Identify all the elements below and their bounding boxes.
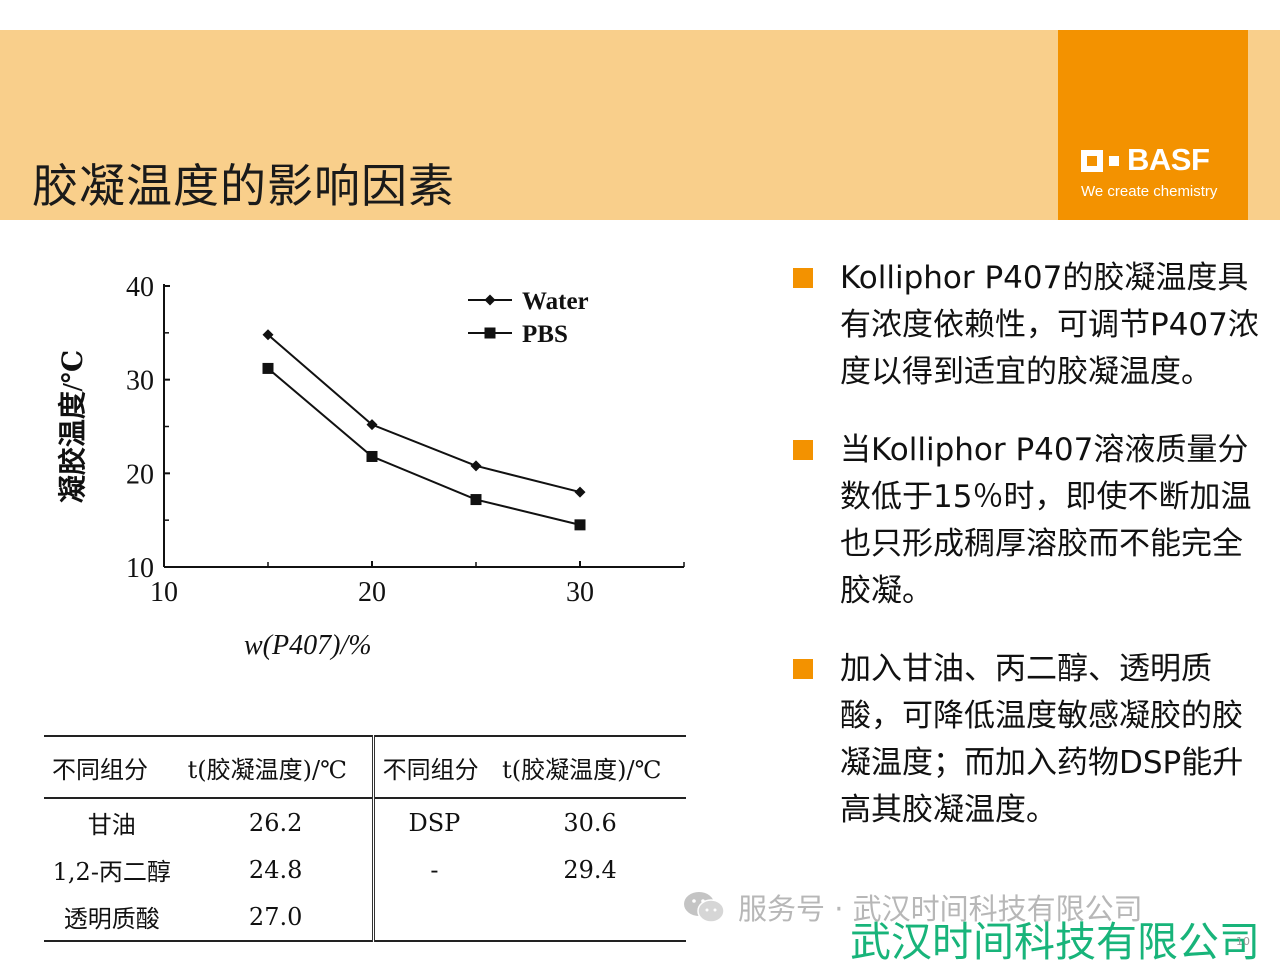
- data-point-water: [262, 329, 274, 341]
- table-header-row: 不同组分 t(胶凝温度)/℃ 不同组分 t(胶凝温度)/℃: [44, 736, 686, 799]
- legend-label: PBS: [522, 321, 568, 348]
- watermark-small-text: 服务号 · 武汉时间科技有限公司: [738, 892, 1143, 926]
- y-axis-label: 凝胶温度/℃: [56, 350, 89, 503]
- y-tick-label: 20: [126, 459, 154, 490]
- bullet-item: 加入甘油、丙二醇、透明质酸，可降低温度敏感凝胶的胶凝温度；而加入药物DSP能升高…: [793, 646, 1273, 834]
- bullet-item: 当Kolliphor P407溶液质量分数低于15％时，即使不断加温也只形成稠厚…: [793, 427, 1273, 615]
- bullet-list: Kolliphor P407的胶凝温度具有浓度依赖性，可调节P407浓度以得到适…: [793, 255, 1273, 865]
- table-cell: 24.8: [248, 855, 303, 884]
- x-tick-label: 30: [566, 577, 594, 608]
- table-cell: 26.2: [248, 808, 303, 837]
- y-tick-label: 10: [126, 553, 154, 584]
- data-point-water: [574, 486, 586, 498]
- table-cell: 29.4: [563, 855, 617, 884]
- logo-dot-icon: [1109, 156, 1119, 166]
- logo-tagline: We create chemistry: [1081, 183, 1218, 200]
- table-cell: 1,2-丙二醇: [52, 858, 171, 886]
- page-number: 10: [1236, 935, 1250, 948]
- bullet-square-icon: [793, 440, 813, 460]
- bullet-item: Kolliphor P407的胶凝温度具有浓度依赖性，可调节P407浓度以得到适…: [793, 255, 1273, 396]
- x-tick-label: 10: [150, 577, 178, 608]
- x-axis-label: w(P407)/%: [244, 630, 372, 661]
- series-line-pbs: [267, 367, 581, 526]
- data-point-pbs: [262, 362, 274, 374]
- table-header: 不同组分: [371, 736, 495, 799]
- data-point-pbs: [470, 494, 482, 506]
- table-cell: DSP: [371, 798, 495, 846]
- table-row: 透明质酸 27.0: [44, 893, 686, 941]
- component-table: 不同组分 t(胶凝温度)/℃ 不同组分 t(胶凝温度)/℃ 甘油 26.2 DS…: [44, 735, 686, 942]
- table-cell: [494, 893, 686, 941]
- legend-marker: [484, 327, 496, 339]
- table-header: t(胶凝温度)/℃: [494, 736, 686, 799]
- table-row: 甘油 26.2 DSP 30.6: [44, 798, 686, 846]
- data-point-water: [470, 460, 482, 472]
- logo-square-icon: [1081, 150, 1103, 172]
- table-row: 1,2-丙二醇 24.8 - 29.4: [44, 846, 686, 893]
- bullet-text: 当Kolliphor P407溶液质量分数低于15％时，即使不断加温也只形成稠厚…: [840, 432, 1252, 609]
- data-point-pbs: [366, 450, 378, 462]
- watermark-large: 武汉时间科技有限公司: [850, 918, 1260, 966]
- legend-marker: [484, 294, 496, 306]
- legend-label: Water: [522, 288, 589, 315]
- data-point-water: [366, 419, 378, 431]
- wechat-icon: [684, 892, 725, 923]
- table-header: t(胶凝温度)/℃: [179, 736, 374, 799]
- data-point-pbs: [574, 519, 586, 531]
- y-tick-label: 40: [126, 272, 154, 303]
- series-line-water: [267, 333, 581, 494]
- y-tick-label: 30: [126, 366, 154, 397]
- bullet-text: 加入甘油、丙二醇、透明质酸，可降低温度敏感凝胶的胶凝温度；而加入药物DSP能升高…: [840, 651, 1244, 828]
- basf-logo: BASF We create chemistry: [1058, 30, 1248, 220]
- table-cell: [371, 893, 495, 941]
- gel-temperature-chart: 10 20 30 40 10 20 30 w(P407)/% 凝胶温度/℃ Water PBS: [56, 272, 685, 661]
- table-cell: 27.0: [248, 902, 303, 931]
- table-cell: 透明质酸: [63, 905, 160, 933]
- bullet-square-icon: [793, 268, 813, 288]
- table-cell: -: [371, 846, 495, 893]
- bullet-square-icon: [793, 659, 813, 679]
- table-cell: 30.6: [563, 808, 617, 837]
- bullet-text: Kolliphor P407的胶凝温度具有浓度依赖性，可调节P407浓度以得到适…: [840, 260, 1259, 390]
- table-header: 不同组分: [44, 736, 180, 799]
- logo-brand: BASF: [1127, 142, 1210, 177]
- page-title: 胶凝温度的影响因素: [32, 159, 455, 213]
- plot-layer: 10 20 30 40 10 20 30 w(P407)/% 凝胶温度/℃ Water PBS: [56, 272, 685, 661]
- x-tick-label: 20: [358, 577, 386, 608]
- table-cell: 甘油: [87, 811, 136, 839]
